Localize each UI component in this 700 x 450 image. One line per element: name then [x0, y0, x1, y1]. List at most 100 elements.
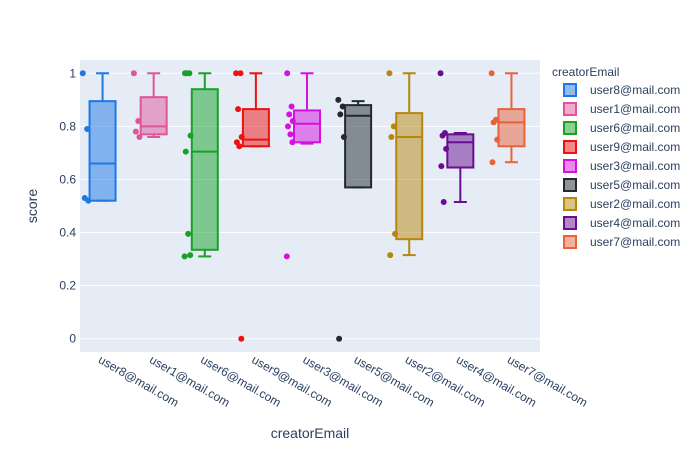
box-trace[interactable]: [283, 70, 321, 260]
data-point: [183, 70, 190, 77]
data-point: [182, 148, 189, 155]
legend-item[interactable]: user2@mail.com: [563, 197, 680, 211]
data-point: [388, 133, 395, 140]
x-tick-labels: user8@mail.comuser1@mail.comuser6@mail.c…: [96, 352, 590, 409]
legend-label: user5@mail.com: [590, 178, 680, 192]
data-point: [84, 126, 91, 133]
data-point: [135, 118, 142, 125]
data-point: [489, 159, 496, 166]
data-point: [235, 106, 242, 113]
data-point: [443, 145, 450, 152]
legend-swatch: [563, 140, 577, 154]
box-trace[interactable]: [233, 70, 270, 342]
box-trace[interactable]: [335, 96, 373, 342]
data-point: [132, 128, 139, 135]
data-point: [85, 197, 92, 204]
data-point: [440, 199, 447, 206]
data-point: [438, 163, 445, 170]
data-point: [233, 70, 240, 77]
data-point: [390, 123, 397, 130]
box-trace[interactable]: [130, 70, 168, 140]
y-tick-label: 0.8: [59, 119, 76, 133]
data-point: [439, 132, 446, 139]
data-point: [283, 253, 290, 260]
box-trace[interactable]: [437, 70, 475, 206]
box-iqr: [190, 88, 219, 251]
data-point: [185, 230, 192, 237]
legend-title: creatorEmail: [552, 65, 619, 79]
legend-label: user8@mail.com: [590, 83, 680, 97]
y-tick-label: 0.6: [59, 172, 76, 186]
data-point: [336, 335, 343, 342]
box-trace[interactable]: [181, 70, 219, 260]
legend-label: user6@mail.com: [590, 121, 680, 135]
y-tick-label: 0: [69, 332, 76, 346]
data-point: [392, 230, 399, 237]
legend-item[interactable]: user8@mail.com: [563, 83, 680, 97]
box-trace[interactable]: [488, 70, 526, 166]
legend-swatch: [563, 83, 577, 97]
data-point: [490, 119, 497, 126]
legend-item[interactable]: user3@mail.com: [563, 159, 680, 173]
box-iqr: [241, 108, 270, 148]
legend-swatch: [563, 216, 577, 230]
data-point: [337, 111, 344, 118]
box-iqr: [293, 109, 321, 144]
data-point: [130, 70, 137, 77]
y-tick-labels: 0 0.2 0.4 0.6 0.8 1: [59, 66, 76, 345]
data-point: [340, 133, 347, 140]
box-iqr: [395, 112, 424, 241]
legend-swatch: [563, 121, 577, 135]
legend-item[interactable]: user1@mail.com: [563, 102, 680, 116]
legend-item[interactable]: user5@mail.com: [563, 178, 680, 192]
box-traces: [79, 70, 526, 342]
y-axis-title: score: [24, 189, 40, 223]
legend-label: user7@mail.com: [590, 235, 680, 249]
legend-swatch: [563, 235, 577, 249]
legend-label: user2@mail.com: [590, 197, 680, 211]
legend-swatch: [563, 159, 577, 173]
data-point: [136, 133, 143, 140]
y-tick-label: 0.4: [59, 226, 76, 240]
legend-item[interactable]: user6@mail.com: [563, 121, 680, 135]
legend-swatch: [563, 197, 577, 211]
legend-item[interactable]: user9@mail.com: [563, 140, 680, 154]
box-trace[interactable]: [386, 70, 424, 259]
data-point: [289, 118, 296, 125]
legend-label: user9@mail.com: [590, 140, 680, 154]
legend-swatch: [563, 102, 577, 116]
data-point: [335, 96, 342, 103]
legend[interactable]: user8@mail.com user1@mail.com user6@mail.c…: [563, 83, 680, 249]
box-iqr: [446, 133, 475, 169]
data-point: [285, 123, 291, 130]
data-point: [287, 131, 294, 138]
data-point: [238, 335, 245, 342]
box-iqr: [139, 96, 168, 136]
box-iqr: [497, 108, 526, 148]
data-point: [288, 103, 295, 110]
data-point: [284, 70, 291, 77]
legend-label: user3@mail.com: [590, 159, 680, 173]
legend-label: user1@mail.com: [590, 102, 680, 116]
legend-item[interactable]: user7@mail.com: [563, 235, 680, 249]
data-point: [286, 111, 293, 118]
data-point: [187, 252, 194, 259]
data-point: [494, 136, 501, 143]
box-iqr: [88, 100, 117, 202]
data-point: [387, 252, 394, 259]
legend-label: user4@mail.com: [590, 216, 680, 230]
data-point: [289, 139, 296, 146]
data-point: [488, 70, 495, 77]
data-point: [236, 143, 243, 150]
box-trace[interactable]: [79, 70, 117, 204]
box-iqr: [344, 104, 373, 189]
data-point: [237, 70, 244, 77]
data-point: [181, 253, 188, 260]
y-tick-label: 1: [69, 66, 76, 80]
x-axis-title: creatorEmail: [271, 425, 350, 441]
legend-item[interactable]: user4@mail.com: [563, 216, 680, 230]
data-point: [386, 70, 393, 77]
data-point: [437, 70, 444, 77]
y-tick-label: 0.2: [59, 279, 76, 293]
